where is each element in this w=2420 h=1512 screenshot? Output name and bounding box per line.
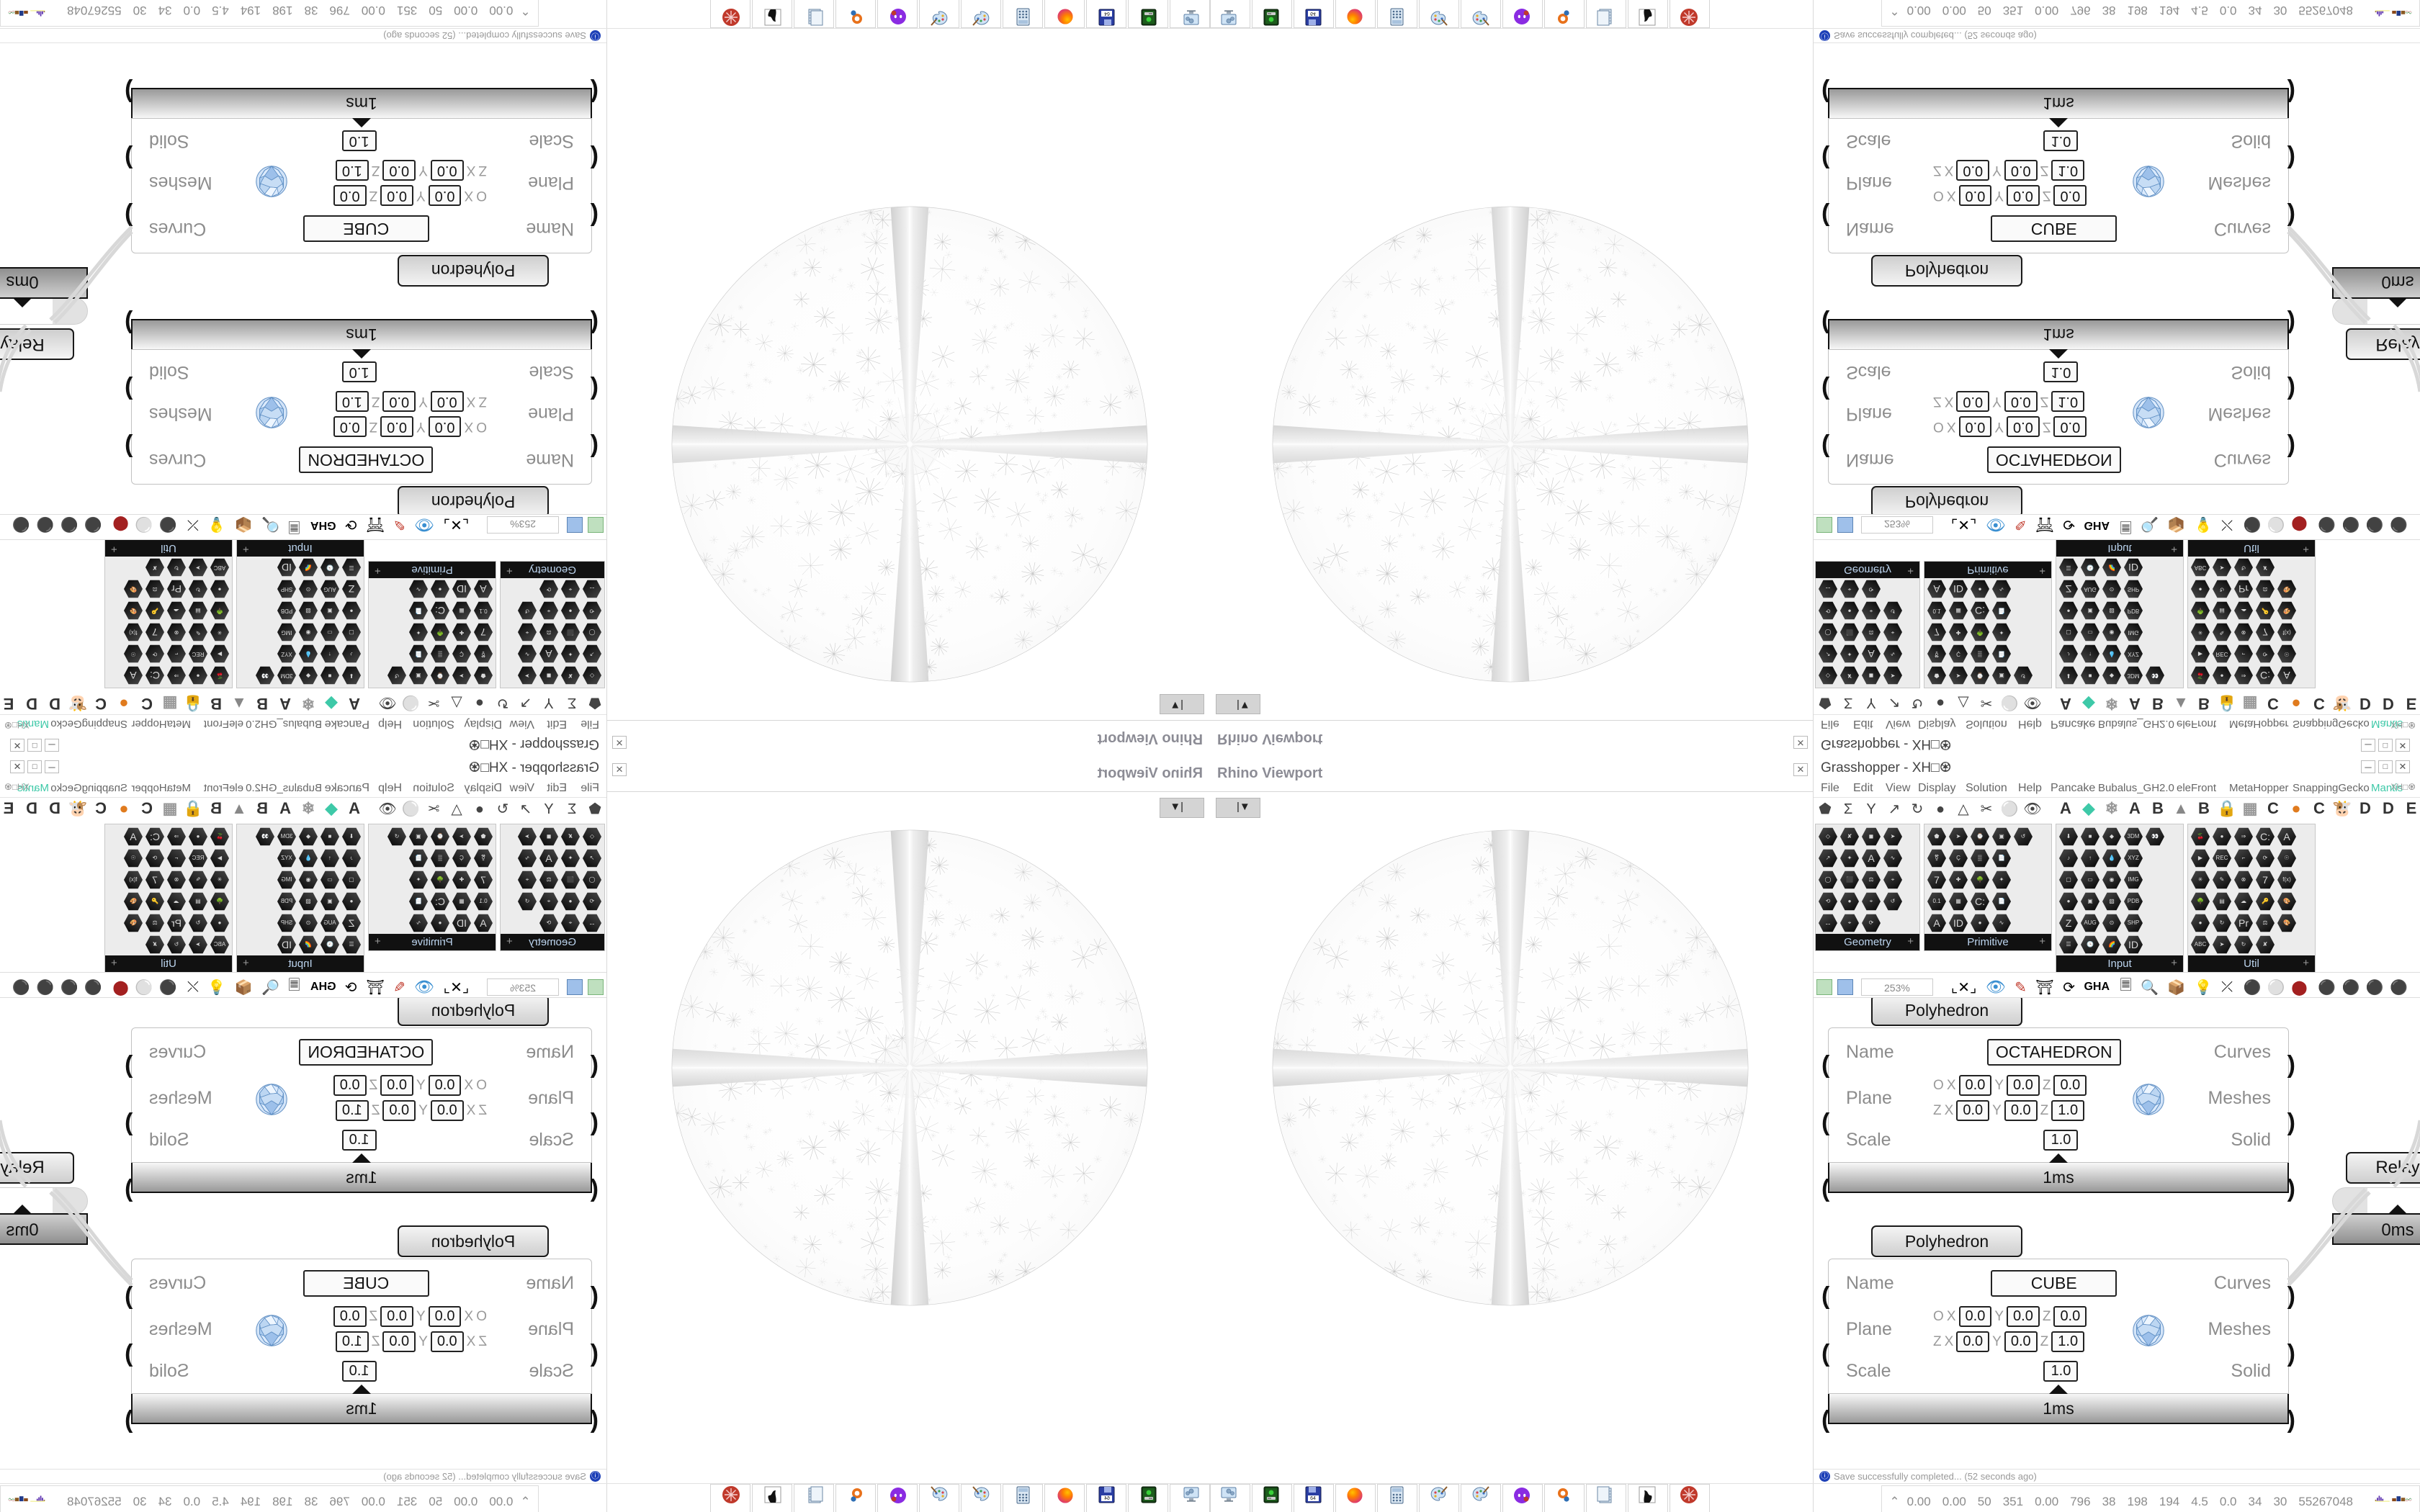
svg-text:64: 64	[1310, 11, 1316, 16]
svg-text:64: 64	[1104, 1496, 1110, 1501]
svg-text:64: 64	[1310, 1496, 1316, 1501]
svg-text:64: 64	[1104, 11, 1110, 16]
